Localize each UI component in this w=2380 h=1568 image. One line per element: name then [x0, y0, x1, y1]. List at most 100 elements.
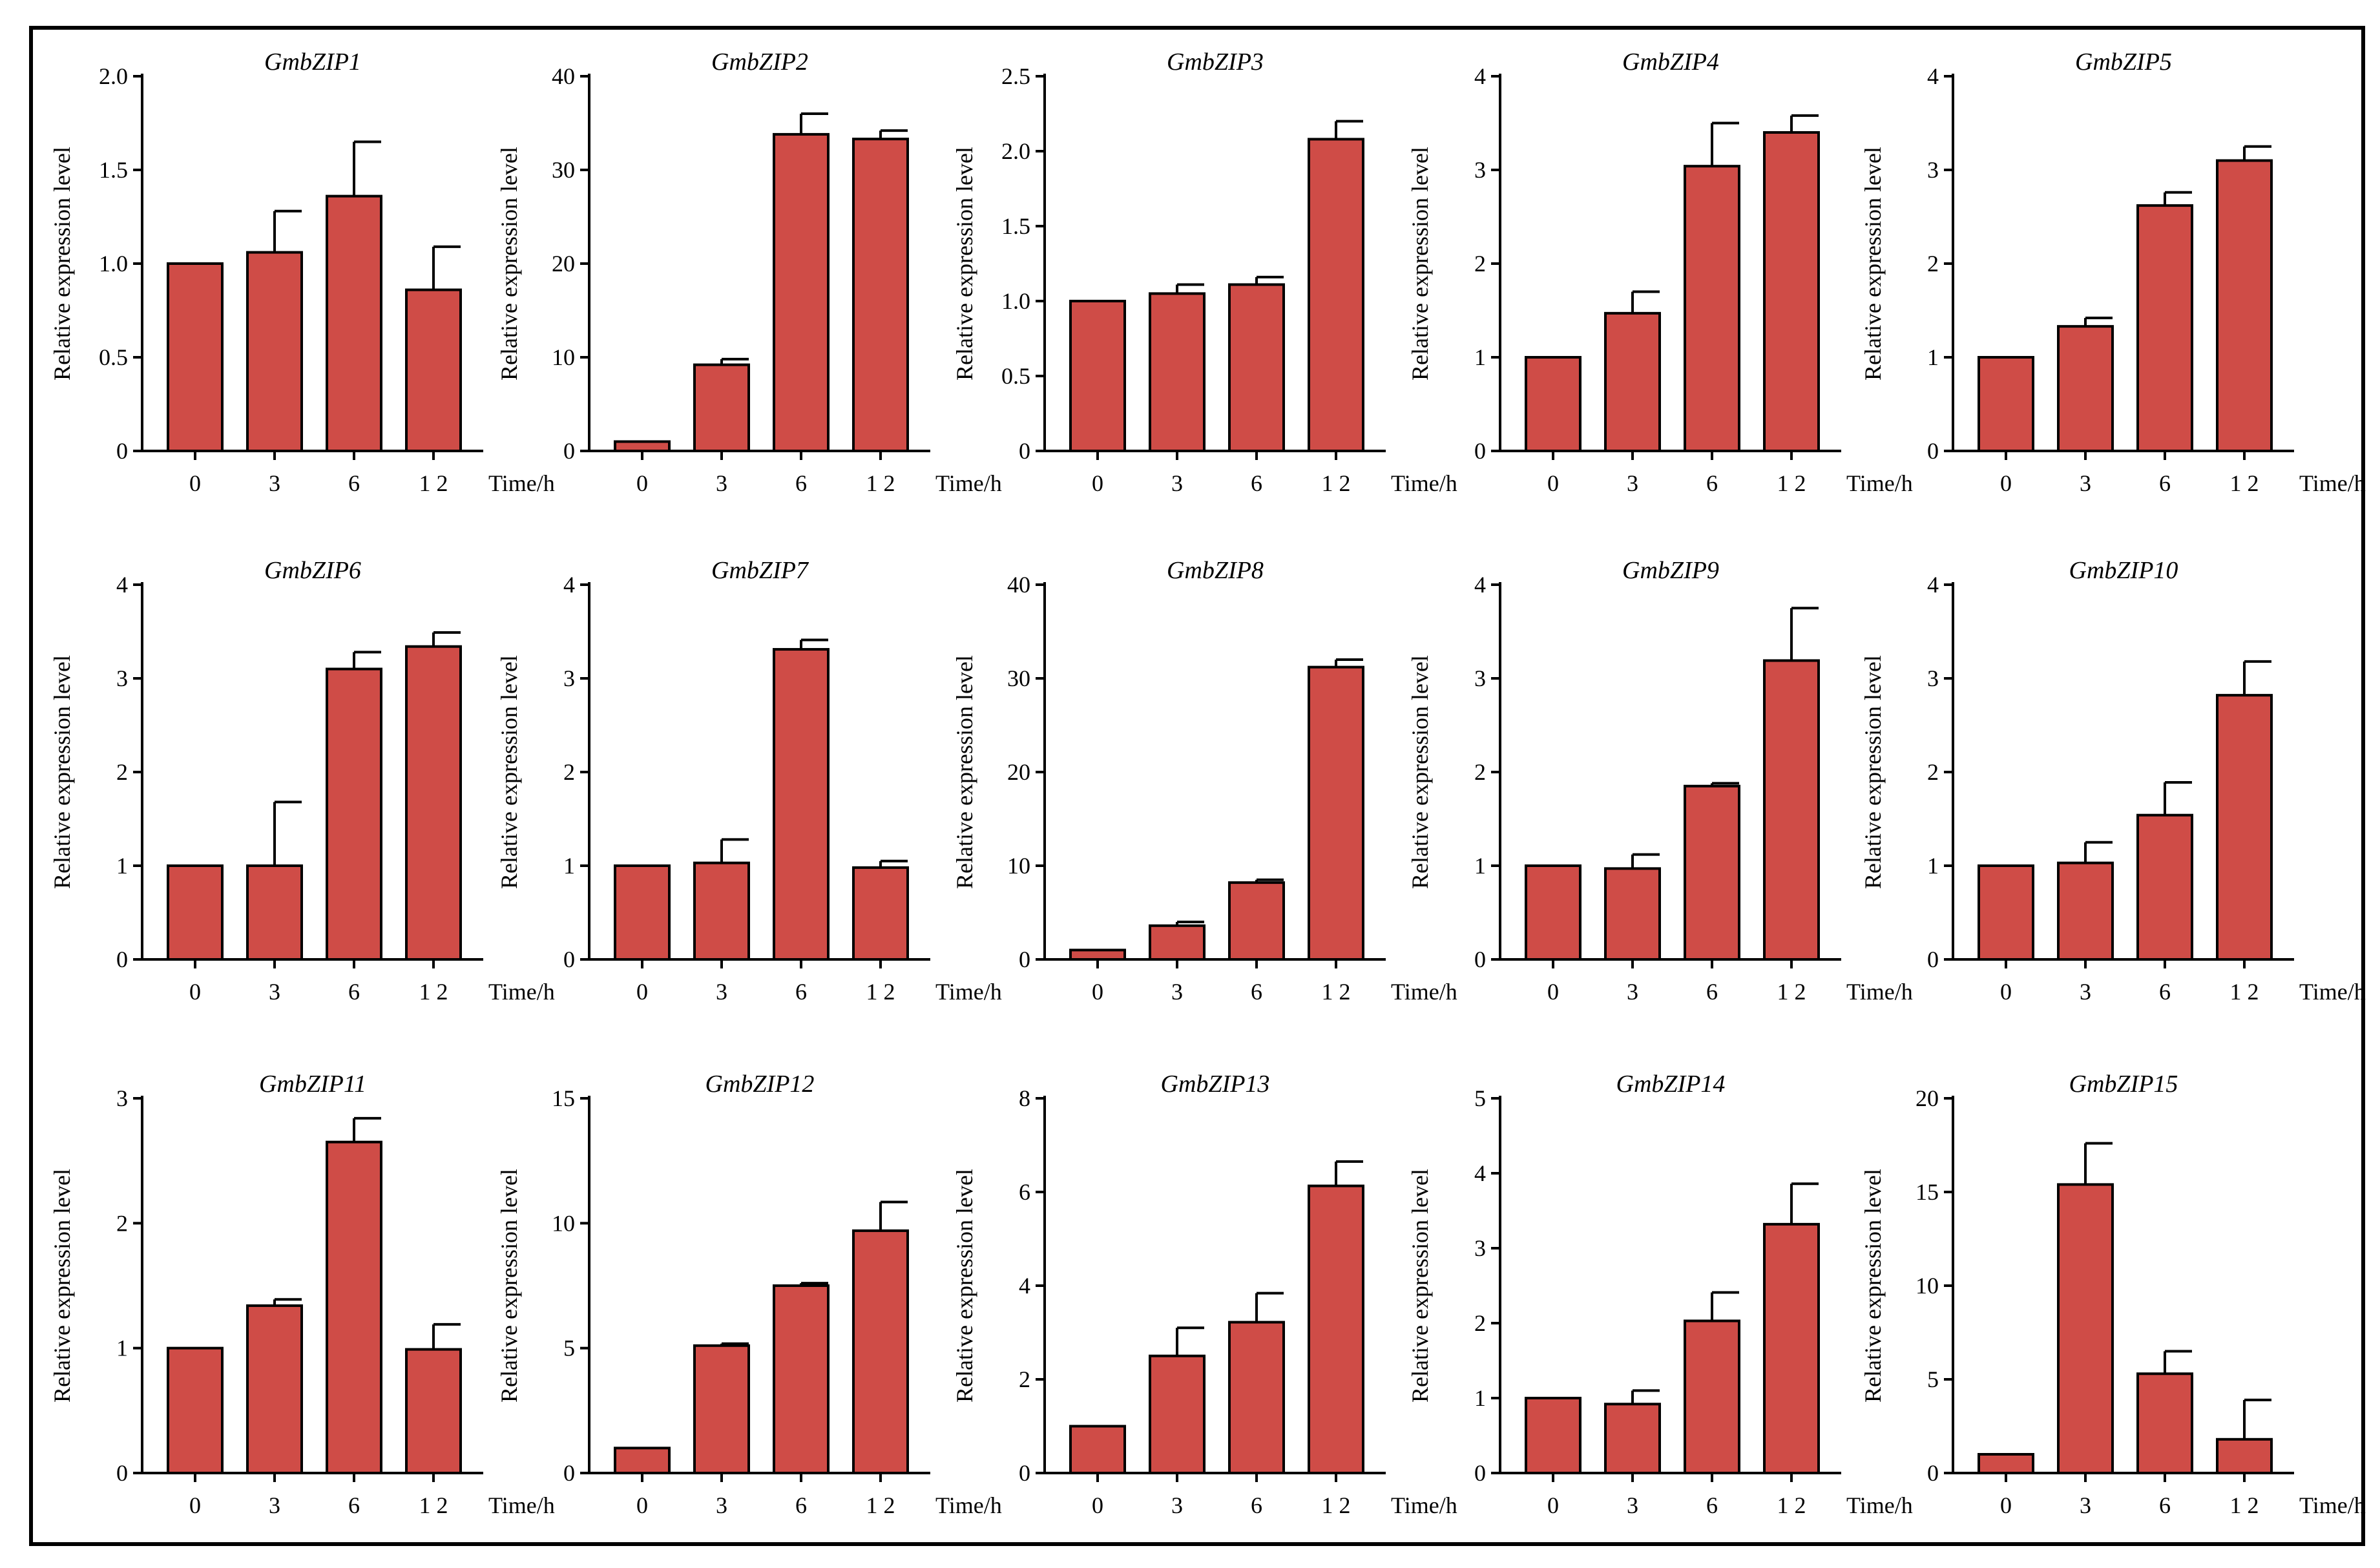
y-tick-label: 3 [1474, 157, 1486, 183]
y-tick-label: 4 [1927, 572, 1939, 598]
y-tick-label: 6 [1019, 1179, 1030, 1205]
chart-title: GmbZIP2 [711, 48, 808, 76]
y-tick-label: 3 [563, 665, 575, 691]
y-tick-label: 15 [552, 1085, 575, 1111]
x-tick-label: 1 2 [2230, 979, 2259, 1005]
y-tick-label: 10 [1915, 1273, 1939, 1299]
x-axis-title: Time/h [935, 979, 1002, 1005]
y-tick-label: 2.0 [1001, 138, 1030, 164]
bar [1525, 864, 1581, 961]
x-tick-label: 3 [1171, 979, 1183, 1005]
y-tick-label: 0 [1927, 946, 1939, 972]
y-tick-label: 3 [1927, 157, 1939, 183]
bar [405, 1348, 462, 1475]
y-tick-label: 4 [1927, 63, 1939, 89]
x-axis-title: Time/h [2299, 1492, 2366, 1518]
x-tick-label: 0 [189, 1492, 201, 1518]
y-axis-title: Relative expression level [1860, 1169, 1886, 1403]
x-tick-label: 0 [1092, 1492, 1103, 1518]
x-axis-title: Time/h [1391, 1492, 1457, 1518]
x-tick-label: 1 2 [419, 470, 448, 496]
y-tick-label: 10 [552, 344, 575, 370]
y-tick-label: 1.0 [99, 251, 128, 277]
y-tick-label: 2.5 [1001, 63, 1030, 89]
x-tick-label: 0 [636, 1492, 648, 1518]
bar [1228, 881, 1285, 961]
y-tick-label: 20 [1007, 759, 1030, 785]
bar [693, 861, 750, 961]
bar [1308, 138, 1364, 452]
y-tick-label: 4 [116, 572, 128, 598]
bar [1684, 784, 1740, 961]
bar [773, 1284, 830, 1474]
bar [1763, 659, 1820, 961]
y-tick-label: 0 [1019, 946, 1030, 972]
y-tick-label: 5 [563, 1335, 575, 1361]
chart-title: GmbZIP15 [2069, 1071, 2178, 1098]
y-tick-label: 2 [116, 759, 128, 785]
y-tick-label: 30 [1007, 665, 1030, 691]
y-axis-title: Relative expression level [952, 147, 977, 381]
bar [773, 132, 830, 452]
chart-title: GmbZIP8 [1167, 557, 1264, 584]
x-axis-title: Time/h [1846, 470, 1913, 496]
y-axis-title: Relative expression level [496, 1169, 522, 1403]
bar [1308, 665, 1364, 961]
bar [773, 648, 830, 961]
y-tick-label: 2.0 [99, 63, 128, 89]
bar [1763, 1222, 1820, 1474]
y-tick-label: 0 [563, 438, 575, 464]
x-tick-label: 3 [1171, 1492, 1183, 1518]
y-tick-label: 0 [563, 946, 575, 972]
y-tick-label: 0 [1927, 438, 1939, 464]
y-tick-label: 1.5 [1001, 213, 1030, 239]
x-tick-label: 3 [269, 979, 280, 1005]
bar [246, 251, 303, 452]
x-tick-label: 3 [716, 1492, 727, 1518]
bar [1763, 131, 1820, 452]
x-tick-label: 1 2 [1777, 470, 1806, 496]
y-tick-label: 0 [1019, 1460, 1030, 1486]
y-axis-title: Relative expression level [49, 1169, 75, 1403]
x-tick-label: 6 [348, 470, 360, 496]
x-tick-label: 6 [2159, 1492, 2171, 1518]
x-axis-title: Time/h [935, 470, 1002, 496]
bar [326, 1140, 382, 1474]
y-tick-label: 2 [1927, 759, 1939, 785]
x-tick-label: 6 [1706, 470, 1718, 496]
x-tick-label: 3 [716, 470, 727, 496]
y-tick-label: 0 [1019, 438, 1030, 464]
y-tick-label: 1 [116, 1335, 128, 1361]
y-tick-label: 0 [1474, 438, 1486, 464]
chart-title: GmbZIP12 [705, 1071, 815, 1098]
y-tick-label: 0 [116, 1460, 128, 1486]
y-tick-label: 1 [1474, 1385, 1486, 1411]
x-tick-label: 0 [1547, 979, 1559, 1005]
chart-panel: 0 0.5 1.0 1.5 2.0 0 3 6 1 2 Time/h Relative expres… [49, 48, 555, 496]
chart-panel: 0 10 20 30 40 0 3 6 1 2 Time/h Relative expression… [496, 48, 1002, 496]
bar [2136, 204, 2193, 452]
x-tick-label: 1 2 [1322, 979, 1351, 1005]
y-tick-label: 0 [1927, 1460, 1939, 1486]
bar [1978, 1453, 2034, 1474]
y-tick-label: 2 [1474, 251, 1486, 277]
y-tick-label: 0.5 [99, 344, 128, 370]
x-axis-title: Time/h [935, 1492, 1002, 1518]
chart-title: GmbZIP7 [711, 557, 809, 584]
y-tick-label: 5 [1474, 1085, 1486, 1111]
y-tick-label: 4 [563, 572, 575, 598]
x-tick-label: 1 2 [1322, 1492, 1351, 1518]
y-tick-label: 1.0 [1001, 288, 1030, 314]
y-tick-label: 2 [1019, 1366, 1030, 1392]
y-axis-title: Relative expression level [49, 655, 75, 889]
y-tick-label: 4 [1474, 1160, 1486, 1186]
x-tick-label: 0 [189, 979, 201, 1005]
x-axis-title: Time/h [2299, 470, 2366, 496]
bar [246, 864, 303, 961]
chart-panel: 0 1 2 3 4 0 3 6 1 2 Time/h Relative expression lev… [49, 557, 555, 1005]
bar [167, 864, 224, 961]
x-tick-label: 3 [1627, 470, 1638, 496]
y-axis-title: Relative expression level [1407, 147, 1433, 381]
y-tick-label: 5 [1927, 1366, 1939, 1392]
